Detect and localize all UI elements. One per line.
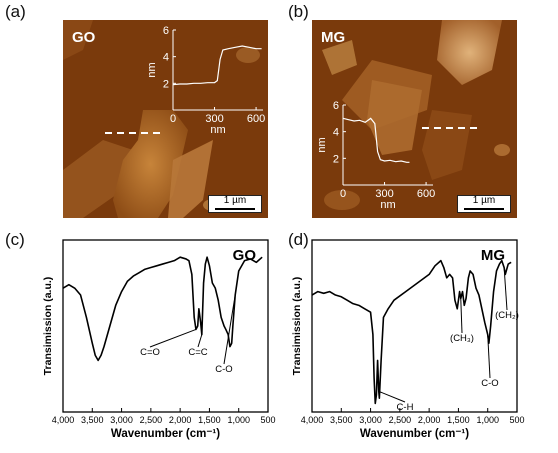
scale-bar-line-mg (464, 208, 504, 210)
ftir-mg-xlabel: Wavenumber (cm⁻¹) (360, 428, 469, 440)
ftir-go-ylabel: Transimission (a.u.) (42, 277, 54, 376)
ftir-mg-x-tick-label: 1,000 (476, 415, 499, 425)
afm-image-mg: MG 1 µm (312, 20, 517, 218)
panel-label-b: (b) (288, 2, 309, 21)
scale-bar-line-go (215, 208, 255, 210)
ftir-mg-x-tick-label: 500 (509, 415, 524, 425)
panel-label-d: (d) (288, 230, 309, 249)
ftir-mg-annotation-label: C-H (397, 402, 414, 413)
ftir-mg-sample-label: MG (481, 247, 505, 264)
panel-label-a: (a) (5, 2, 26, 21)
scale-bar-go: 1 µm (208, 195, 262, 213)
ftir-go-sample-label: GO (233, 247, 257, 264)
ftir-go-x-tick-label: 2,000 (169, 415, 192, 425)
ftir-go-annotation-arrow (223, 294, 236, 365)
ftir-mg-annotation-arrow (378, 390, 406, 403)
ftir-go-x-tick-label: 3,500 (81, 415, 104, 425)
ftir-mg-annotation-arrow (503, 267, 508, 311)
ftir-mg-x-tick-label: 3,000 (359, 415, 382, 425)
afm-sample-label-mg: MG (321, 29, 346, 46)
ftir-mg-x-tick-label: 3,500 (330, 415, 353, 425)
ftir-mg-annotation-arrow (487, 334, 491, 379)
afm-sample-label-go: GO (72, 29, 96, 46)
ftir-mg-annotation-label: (CH₂) (495, 310, 519, 321)
ftir-go-x-tick-label: 3,000 (110, 415, 133, 425)
ftir-mg-x-tick-label: 4,000 (301, 415, 324, 425)
afm-line-cut-mg (422, 127, 482, 129)
ftir-go-annotation-arrow (149, 328, 197, 348)
ftir-go-frame (62, 239, 269, 413)
ftir-mg-annotation-label: C-O (481, 378, 498, 389)
scale-bar-mg: 1 µm (457, 195, 511, 213)
ftir-mg-frame (311, 239, 518, 413)
ftir-mg-ylabel: Transimission (a.u.) (291, 277, 303, 376)
ftir-go-x-tick-label: 1,500 (198, 415, 221, 425)
ftir-mg-x-tick-label: 1,500 (447, 415, 470, 425)
ftir-go-xlabel: Wavenumber (cm⁻¹) (111, 428, 220, 440)
ftir-go-spectrum-line (62, 256, 263, 362)
afm-image-go: GO 1 µm (63, 20, 268, 218)
ftir-go-annotation-label: C=C (188, 347, 207, 358)
ftir-go-annotation-arrow (197, 334, 203, 348)
ftir-mg-annotation-label: (CH₃) (450, 333, 474, 344)
ftir-go-annotation-label: C-O (215, 364, 232, 375)
ftir-mg-spectrum-line (311, 259, 512, 405)
panel-label-c: (c) (5, 230, 25, 249)
ftir-mg-x-tick-label: 2,500 (389, 415, 412, 425)
ftir-go-annotation-label: C=O (140, 347, 160, 358)
ftir-go-x-tick-label: 500 (260, 415, 275, 425)
ftir-mg-annotation-arrow (460, 298, 463, 334)
ftir-go-x-tick-label: 2,500 (140, 415, 163, 425)
ftir-mg-x-tick-label: 2,000 (418, 415, 441, 425)
ftir-go-x-tick-label: 4,000 (52, 415, 75, 425)
scale-bar-label-mg: 1 µm (472, 195, 496, 206)
afm-line-cut-go (105, 132, 165, 134)
scale-bar-label-go: 1 µm (223, 195, 247, 206)
ftir-go-x-tick-label: 1,000 (227, 415, 250, 425)
